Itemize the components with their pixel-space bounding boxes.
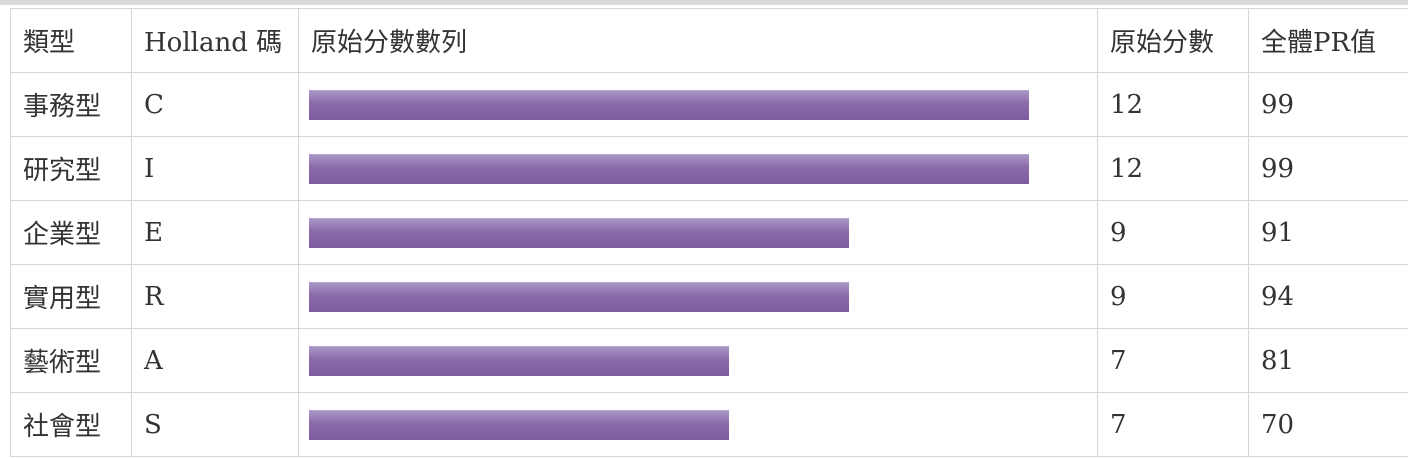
top-border — [0, 0, 1408, 5]
code-cell: A — [131, 328, 299, 393]
raw-score-cell: 12 — [1097, 136, 1249, 201]
table-row: 實用型 R 9 94 — [10, 264, 1408, 329]
bar-cell — [298, 328, 1098, 393]
code-cell: C — [131, 72, 299, 137]
pr-value-cell: 91 — [1248, 200, 1408, 265]
code-cell: S — [131, 392, 299, 457]
table-row: 社會型 S 7 70 — [10, 392, 1408, 457]
table-row: 藝術型 A 7 81 — [10, 328, 1408, 393]
header-holland-code: Holland 碼 — [131, 8, 299, 73]
header-type: 類型 — [10, 8, 132, 73]
type-cell: 企業型 — [10, 200, 132, 265]
type-cell: 藝術型 — [10, 328, 132, 393]
type-cell: 社會型 — [10, 392, 132, 457]
score-bar — [309, 153, 1029, 184]
pr-value-cell: 81 — [1248, 328, 1408, 393]
raw-score-cell: 9 — [1097, 264, 1249, 329]
score-bar — [309, 281, 849, 312]
bar-cell — [298, 72, 1098, 137]
code-cell: R — [131, 264, 299, 329]
header-raw-score: 原始分數 — [1097, 8, 1249, 73]
raw-score-cell: 7 — [1097, 392, 1249, 457]
pr-value-cell: 70 — [1248, 392, 1408, 457]
score-bar — [309, 409, 729, 440]
bar-cell — [298, 392, 1098, 457]
type-cell: 研究型 — [10, 136, 132, 201]
code-cell: E — [131, 200, 299, 265]
table-row: 企業型 E 9 91 — [10, 200, 1408, 265]
bar-cell — [298, 200, 1098, 265]
type-cell: 事務型 — [10, 72, 132, 137]
code-cell: I — [131, 136, 299, 201]
pr-value-cell: 94 — [1248, 264, 1408, 329]
table-row: 研究型 I 12 99 — [10, 136, 1408, 201]
raw-score-cell: 9 — [1097, 200, 1249, 265]
raw-score-cell: 12 — [1097, 72, 1249, 137]
score-bar — [309, 345, 729, 376]
bar-cell — [298, 136, 1098, 201]
holland-score-table: 類型 Holland 碼 原始分數數列 原始分數 全體PR值 事務型 C 12 … — [10, 8, 1408, 457]
pr-value-cell: 99 — [1248, 136, 1408, 201]
pr-value-cell: 99 — [1248, 72, 1408, 137]
score-bar — [309, 217, 849, 248]
type-cell: 實用型 — [10, 264, 132, 329]
header-row: 類型 Holland 碼 原始分數數列 原始分數 全體PR值 — [10, 8, 1408, 73]
score-bar — [309, 89, 1029, 120]
bar-cell — [298, 264, 1098, 329]
raw-score-cell: 7 — [1097, 328, 1249, 393]
table-row: 事務型 C 12 99 — [10, 72, 1408, 137]
header-score-bars: 原始分數數列 — [298, 8, 1098, 73]
header-pr-value: 全體PR值 — [1248, 8, 1408, 73]
